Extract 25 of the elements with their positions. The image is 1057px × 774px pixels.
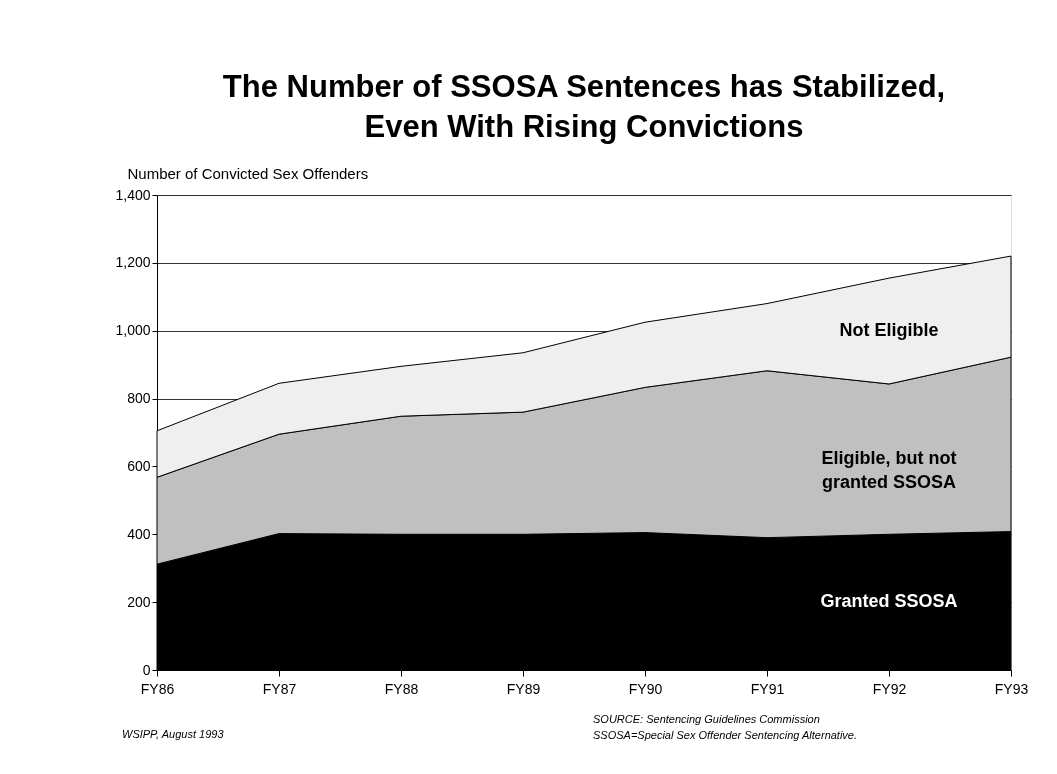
text: Even With Rising Convictions: [364, 109, 804, 144]
x-tick-label: FY93: [994, 680, 1029, 697]
series-label: Eligible, but not granted SSOSA: [821, 448, 957, 493]
series-label: Granted SSOSA: [820, 591, 958, 612]
y-tick-label: 1,000: [115, 322, 151, 339]
y-tick-label: 400: [127, 525, 151, 542]
x-tick-label: FY89: [506, 680, 541, 697]
y-tick-label: 1,400: [115, 186, 151, 203]
y-tick-label: 600: [127, 457, 151, 474]
series-label: Not Eligible: [839, 320, 939, 341]
y-axis-title: Number of Convicted Sex Offenders: [127, 164, 369, 182]
text: WSIPP, August 1993: [122, 728, 225, 740]
x-tick-label: FY86: [140, 680, 175, 697]
y-tick-label: 0: [142, 661, 151, 678]
source-note: SOURCE: Sentencing Guidelines Commission: [593, 713, 820, 725]
x-tick-label: FY87: [262, 680, 297, 697]
text: The Number of SSOSA Sentences has Stabilized,: [222, 69, 946, 104]
y-tick-label: 1,200: [115, 254, 151, 271]
x-tick-label: FY92: [872, 680, 907, 697]
y-tick-label: 200: [127, 593, 151, 610]
x-tick-label: FY88: [384, 680, 419, 697]
y-tick-label: 800: [127, 390, 151, 407]
x-tick-label: FY91: [750, 680, 785, 697]
x-tick-label: FY90: [628, 680, 663, 697]
text: SSOSA=Special Sex Offender Sentencing Alternative.: [593, 729, 858, 741]
